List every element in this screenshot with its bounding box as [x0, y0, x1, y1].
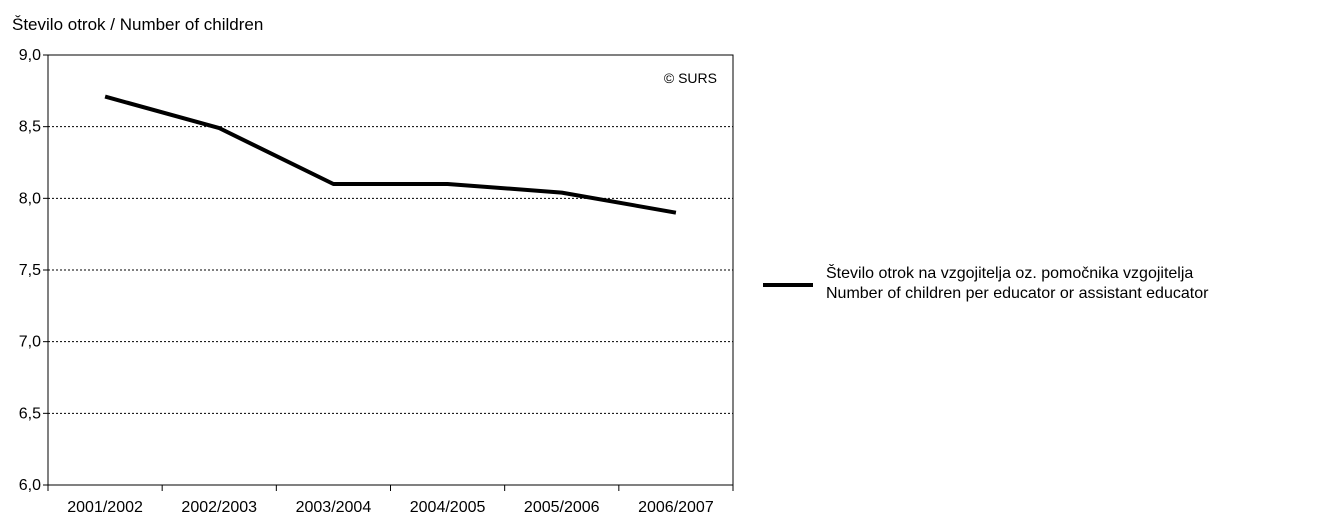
x-tick-label: 2005/2006	[524, 499, 600, 516]
y-tick-label: 7,0	[19, 334, 41, 351]
x-tick-label: 2001/2002	[67, 499, 143, 516]
x-tick-label: 2002/2003	[181, 499, 257, 516]
y-tick-label: 9,0	[19, 47, 41, 64]
x-tick-label: 2006/2007	[638, 499, 714, 516]
plot-area-frame	[47, 54, 734, 486]
gridlines	[48, 126, 733, 414]
legend: Število otrok na vzgojitelja oz. pomočni…	[763, 263, 1209, 302]
series-line	[104, 94, 677, 215]
y-tick-label: 8,5	[19, 119, 41, 136]
y-axis: 6,0 6,5 7,0 7,5 8,0 8,5 9,0	[19, 47, 48, 494]
y-tick-label: 6,5	[19, 405, 41, 422]
x-tick-label: 2004/2005	[410, 499, 486, 516]
series-layer	[104, 94, 677, 215]
y-tick-label: 7,5	[19, 262, 41, 279]
y-tick-label: 8,0	[19, 190, 41, 207]
y-axis-title: Število otrok / Number of children	[12, 15, 263, 34]
y-tick-label: 6,0	[19, 477, 41, 494]
x-tick-label: 2003/2004	[296, 499, 372, 516]
copyright-label: © SURS	[664, 70, 717, 86]
legend-label-line2: Number of children per educator or assis…	[826, 285, 1209, 302]
legend-label-line1: Število otrok na vzgojitelja oz. pomočni…	[826, 263, 1193, 282]
x-axis: 2001/2002 2002/2003 2003/2004 2004/2005 2005…	[47, 485, 734, 516]
